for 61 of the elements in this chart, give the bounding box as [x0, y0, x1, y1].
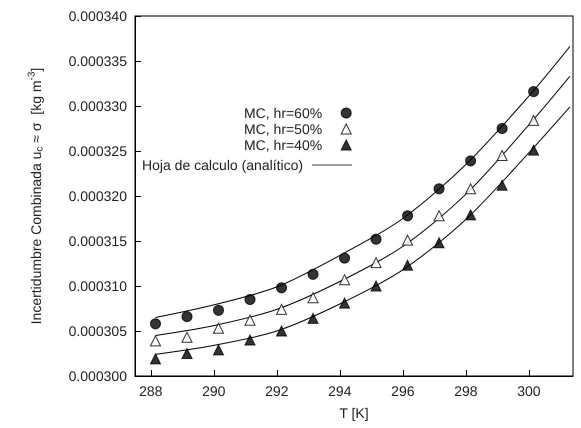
x-tick-label: 298	[454, 383, 478, 399]
point	[150, 335, 161, 346]
point	[434, 183, 445, 194]
point	[370, 257, 382, 268]
point	[339, 252, 350, 264]
point	[276, 326, 288, 336]
point	[370, 280, 382, 292]
y-axis-title: Incertidumbre Combinada uc ≈ σ [kg m-3]	[26, 68, 46, 324]
y-tick-label: 0.000300	[68, 368, 128, 384]
point	[213, 322, 224, 334]
point	[528, 114, 540, 126]
y-tick-label: 0.000335	[68, 53, 128, 69]
point	[213, 304, 224, 316]
point	[402, 234, 414, 246]
point	[181, 332, 192, 343]
point	[150, 318, 161, 330]
point	[434, 210, 445, 222]
point	[528, 86, 540, 98]
legend-label: Hoja de calculo (analítico)	[142, 157, 304, 173]
y-tick-label: 0.000305	[68, 323, 128, 339]
point	[496, 150, 508, 161]
y-tick-label: 0.000340	[68, 8, 128, 24]
point	[402, 210, 414, 222]
y-tick-label: 0.000315	[68, 233, 128, 249]
x-tick-label: 294	[328, 383, 352, 399]
point	[370, 234, 382, 245]
y-tick-label: 0.000330	[68, 98, 128, 114]
x-tick-label: 292	[265, 383, 289, 399]
point	[244, 334, 256, 346]
point	[434, 237, 445, 248]
point	[213, 344, 224, 356]
point	[244, 294, 256, 305]
y-tick-label: 0.000320	[68, 188, 128, 204]
point	[465, 183, 476, 194]
x-tick-label: 290	[202, 383, 226, 399]
x-axis-title: T [K]	[339, 405, 369, 421]
y-tick-label: 0.000310	[68, 278, 128, 294]
legend-label: MC, hr=40%	[244, 137, 322, 153]
point	[465, 209, 476, 220]
point	[528, 144, 540, 156]
point	[402, 260, 414, 271]
point	[244, 314, 256, 326]
point	[308, 312, 319, 324]
point	[496, 180, 508, 191]
point	[181, 348, 192, 359]
point	[182, 311, 192, 322]
point	[339, 274, 350, 286]
point	[276, 282, 288, 294]
legend-label: MC, hr=60%	[244, 105, 322, 121]
legend-label: MC, hr=50%	[244, 121, 322, 137]
point	[308, 292, 319, 304]
x-tick-label: 296	[391, 383, 415, 399]
y-tick-label: 0.000325	[68, 143, 128, 159]
point	[308, 268, 319, 280]
point	[339, 298, 350, 309]
point	[496, 123, 508, 134]
point	[276, 304, 288, 315]
point	[465, 155, 476, 166]
point	[150, 353, 161, 364]
x-tick-label: 288	[139, 383, 163, 399]
x-tick-label: 300	[517, 383, 541, 399]
